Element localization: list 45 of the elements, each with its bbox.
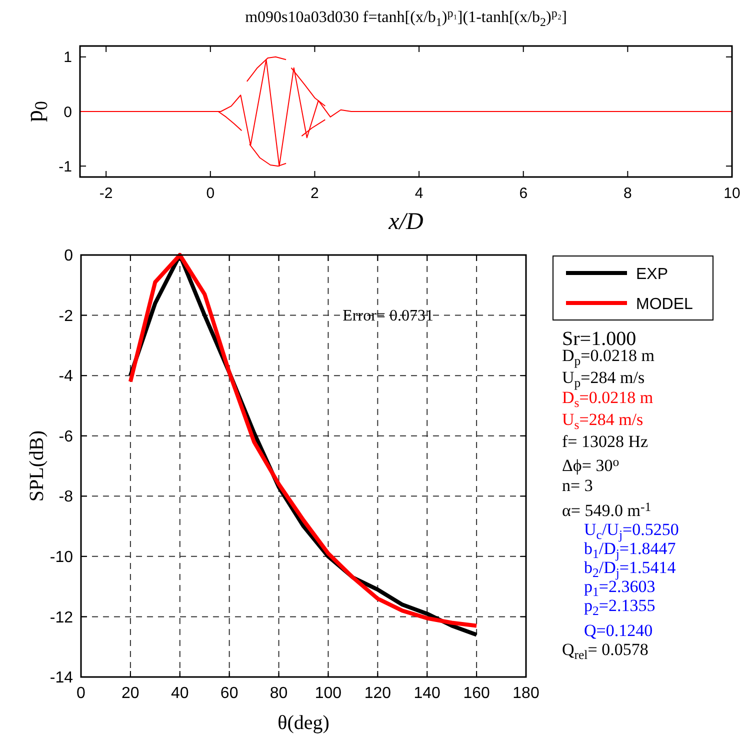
x-tick-label: 0 <box>206 185 215 202</box>
y-tick-label: -1 <box>58 158 72 176</box>
text: Q=0.1240 <box>584 621 653 640</box>
y-tick-label: -2 <box>58 308 74 325</box>
y-tick-label: -10 <box>50 549 74 566</box>
text: n= 3 <box>562 476 593 495</box>
y-tick-label: -14 <box>50 670 74 687</box>
y-tick-label: -4 <box>58 368 74 386</box>
x-tick-label: 0 <box>76 685 86 702</box>
text: Q$_{rel}$= 0.0578 <box>562 640 648 662</box>
x-tick-label: 180 <box>512 685 540 702</box>
annotation: Error= 0.0731 <box>342 307 434 324</box>
text: U$_{c}$/U$_{j}$=0.5250 <box>584 520 679 542</box>
x-axis-title: x/D <box>388 209 424 235</box>
text: f= 13028 Hz <box>562 432 649 451</box>
y-tick-label: -12 <box>50 609 74 626</box>
x-tick-label: 20 <box>122 685 140 702</box>
x-tick-label: 2 <box>310 185 319 202</box>
y-tick-label: -8 <box>58 488 74 506</box>
x-tick-label: 10 <box>724 185 740 202</box>
y-tick-label: 1 <box>64 49 72 66</box>
text: U$_{p}$=284 m/s <box>562 368 645 390</box>
text: Δϕ= 30$^{o}$ <box>562 454 620 475</box>
y-tick-label: 0 <box>64 248 74 265</box>
legend-label: EXP <box>636 266 668 283</box>
x-tick-label: 60 <box>220 685 238 702</box>
x-tick-label: -2 <box>99 185 113 202</box>
x-tick-label: 80 <box>270 685 288 702</box>
x-tick-label: 120 <box>364 685 392 702</box>
x-axis-title: θ(deg) <box>278 712 330 734</box>
y-tick-label: -6 <box>58 428 74 446</box>
x-tick-label: 100 <box>314 685 342 702</box>
x-tick-label: 6 <box>519 185 528 202</box>
y-axis-title: SPL(dB) <box>26 430 48 502</box>
x-tick-label: 4 <box>414 185 424 202</box>
x-tick-label: 160 <box>463 685 490 702</box>
y-tick-label: 0 <box>64 104 72 121</box>
x-tick-label: 140 <box>414 685 441 702</box>
text: α= 549.0 m$^{-1}$ <box>562 500 652 520</box>
text: p$_{2}$=2.1355 <box>584 596 656 618</box>
text: U$_{s}$=284 m/s <box>562 410 644 432</box>
x-tick-label: 8 <box>624 185 632 202</box>
x-tick-label: 40 <box>170 685 189 702</box>
chart-title: m090s10a03d030 f=tanh[(x/b$_{1}$)$^{p₁}$](1-tanh[(x/b$_{2}$)$^{p₂}$] <box>245 6 567 29</box>
legend-label: MODEL <box>636 296 693 313</box>
